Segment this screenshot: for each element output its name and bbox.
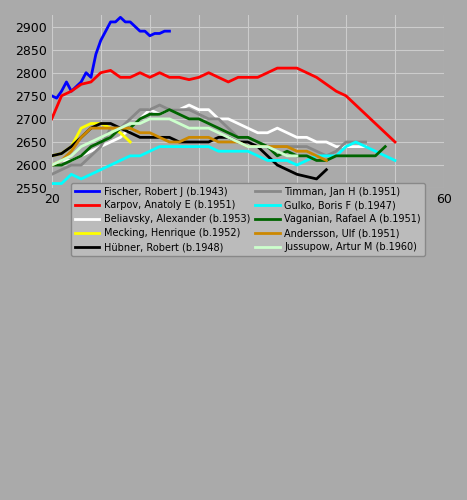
Legend: Fischer, Robert J (b.1943), Karpov, Anatoly E (b.1951), Beliavsky, Alexander (b.: Fischer, Robert J (b.1943), Karpov, Anat…: [71, 182, 425, 256]
